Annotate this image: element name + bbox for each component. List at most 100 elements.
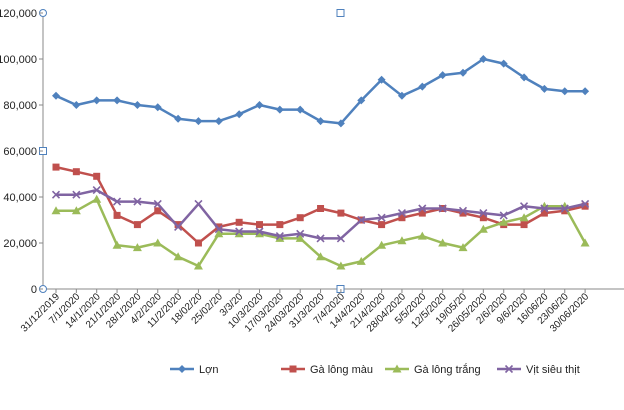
- data-point: [398, 214, 406, 222]
- data-point: [275, 105, 284, 114]
- data-point: [194, 239, 202, 247]
- legend-label: Vịt siêu thịt: [526, 364, 580, 376]
- data-point: [296, 214, 304, 222]
- y-tick-label: 80,000: [3, 100, 37, 112]
- data-point: [459, 68, 467, 77]
- y-tick-label: 120,000: [0, 8, 37, 20]
- legend-marker: [504, 364, 514, 374]
- data-point: [336, 234, 345, 243]
- data-point: [418, 82, 427, 91]
- data-point: [459, 209, 467, 217]
- data-point: [520, 73, 529, 82]
- data-point: [397, 236, 407, 245]
- data-point: [113, 96, 122, 105]
- data-point: [519, 202, 529, 211]
- data-point: [296, 229, 305, 238]
- data-point: [153, 238, 163, 247]
- data-point: [112, 197, 122, 206]
- data-point: [357, 96, 366, 105]
- legend-item: Gà lông màu: [281, 364, 373, 376]
- legend-marker: [178, 365, 186, 373]
- data-point: [397, 91, 406, 100]
- data-point: [173, 252, 183, 261]
- data-point: [193, 261, 203, 270]
- data-point: [357, 215, 366, 225]
- data-point: [479, 209, 488, 218]
- data-point: [153, 199, 162, 208]
- data-point: [92, 194, 102, 203]
- data-point: [214, 225, 223, 234]
- data-point: [255, 227, 264, 236]
- data-point: [215, 223, 223, 231]
- data-point: [458, 243, 468, 252]
- data-point: [235, 110, 244, 119]
- data-point: [133, 101, 142, 109]
- data-point: [51, 206, 61, 215]
- y-tick-label: 60,000: [3, 146, 37, 158]
- data-point: [378, 221, 386, 229]
- data-point: [51, 190, 61, 199]
- legend-label: Gà lông màu: [310, 364, 373, 376]
- y-tick-label: 40,000: [3, 192, 37, 204]
- data-point: [499, 59, 508, 68]
- data-point: [377, 240, 387, 249]
- data-point: [560, 87, 569, 96]
- legend-label: Lợn: [199, 364, 218, 376]
- data-point: [275, 233, 285, 242]
- data-point: [52, 163, 60, 171]
- data-point: [256, 221, 263, 229]
- series-4: [51, 186, 590, 243]
- data-point: [72, 101, 81, 109]
- data-point: [499, 211, 508, 220]
- series-line: [55, 57, 586, 125]
- data-point: [540, 204, 549, 213]
- data-point: [194, 199, 203, 208]
- x-axis-ticks: 31/12/20197/1/202014/1/202021/1/202028/1…: [19, 289, 592, 335]
- legend-item: Vịt siêu thịt: [497, 364, 580, 376]
- data-point: [154, 207, 162, 215]
- data-point: [560, 204, 569, 213]
- data-point: [356, 256, 366, 265]
- legend-item: Lợn: [170, 364, 218, 376]
- series-2: [52, 163, 589, 247]
- data-point: [174, 222, 183, 231]
- data-point: [133, 221, 141, 229]
- y-tick-label: 0: [31, 284, 37, 296]
- data-point: [377, 213, 386, 222]
- data-point: [72, 168, 80, 176]
- legend-item: Gà lông trắng: [385, 363, 481, 376]
- data-point: [336, 261, 346, 270]
- y-tick-label: 100,000: [0, 54, 37, 66]
- data-point: [418, 209, 426, 217]
- data-point: [479, 214, 487, 222]
- data-point: [295, 233, 305, 242]
- data-point: [417, 231, 427, 240]
- data-point: [214, 229, 224, 238]
- selection-handles: [39, 9, 345, 293]
- data-point: [132, 243, 142, 252]
- data-point: [72, 190, 81, 199]
- data-point: [397, 209, 407, 218]
- series-1: [52, 55, 590, 128]
- series-3: [51, 194, 590, 270]
- data-point: [316, 252, 326, 261]
- data-point: [71, 206, 81, 215]
- data-point: [581, 87, 590, 96]
- data-point: [93, 172, 101, 180]
- data-point: [581, 199, 590, 208]
- data-point: [133, 197, 142, 206]
- data-point: [194, 117, 203, 126]
- data-point: [438, 204, 447, 213]
- data-point: [478, 224, 488, 233]
- data-point: [316, 117, 325, 126]
- data-point: [276, 221, 284, 229]
- data-point: [316, 234, 325, 243]
- data-point: [438, 238, 448, 247]
- data-point: [174, 114, 183, 123]
- data-point: [174, 221, 182, 229]
- data-point: [92, 96, 101, 105]
- data-point: [113, 211, 121, 219]
- data-point: [255, 229, 264, 238]
